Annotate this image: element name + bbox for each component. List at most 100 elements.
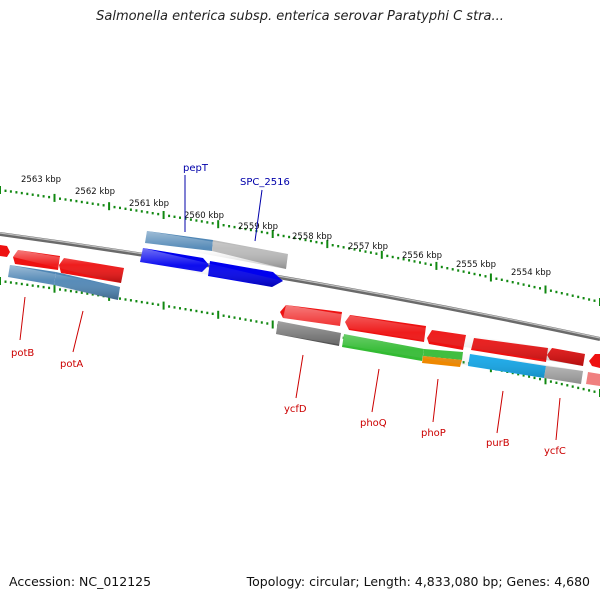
minor-tick — [189, 308, 192, 312]
gene-label-purB[interactable]: purB — [486, 438, 510, 449]
minor-tick — [255, 320, 258, 323]
minor-tick — [37, 285, 40, 288]
minor-tick — [244, 227, 247, 231]
minor-tick — [539, 377, 541, 381]
gene-arrow[interactable] — [0, 245, 10, 257]
minor-tick — [239, 226, 241, 230]
minor-tick — [320, 241, 323, 245]
minor-tick — [195, 309, 198, 313]
minor-tick — [484, 275, 487, 278]
minor-tick — [408, 259, 411, 262]
gene-label-pepT[interactable]: pepT — [183, 163, 209, 174]
minor-tick — [500, 278, 503, 281]
minor-tick — [173, 215, 176, 218]
minor-tick — [446, 267, 449, 270]
minor-tick — [26, 192, 29, 196]
minor-tick — [277, 233, 280, 237]
major-tick — [217, 220, 220, 229]
minor-tick — [522, 283, 525, 286]
minor-tick — [4, 280, 7, 283]
minor-tick — [506, 279, 509, 283]
minor-tick — [129, 208, 132, 211]
minor-tick — [260, 321, 263, 324]
minor-tick — [473, 272, 476, 276]
minor-tick — [26, 283, 29, 286]
minor-tick — [457, 269, 460, 272]
gene-label-phoP[interactable]: phoP — [421, 428, 446, 439]
minor-tick — [588, 298, 591, 301]
major-tick — [544, 285, 547, 294]
minor-tick — [222, 314, 225, 317]
minor-tick — [179, 216, 181, 219]
minor-tick — [309, 239, 312, 243]
minor-tick — [206, 311, 209, 315]
scale-label: 2554 kbp — [511, 268, 551, 278]
scale-label: 2561 kbp — [129, 199, 169, 209]
gene-label-potB[interactable]: potB — [11, 348, 34, 359]
minor-tick — [157, 212, 160, 216]
minor-tick — [80, 291, 83, 294]
minor-tick — [429, 263, 432, 266]
minor-tick — [462, 270, 465, 273]
major-tick — [544, 376, 547, 385]
minor-tick — [211, 312, 214, 315]
gene-label-potA[interactable]: potA — [60, 359, 83, 370]
minor-tick — [228, 315, 231, 318]
minor-tick — [260, 230, 263, 234]
minor-tick — [582, 297, 585, 300]
major-tick — [380, 250, 383, 259]
minor-tick — [266, 231, 269, 235]
minor-tick — [364, 250, 367, 253]
minor-tick — [9, 190, 12, 193]
minor-tick — [577, 386, 580, 390]
gene-label-ycfD[interactable]: ycfD — [284, 404, 307, 415]
gene-label-phoQ[interactable]: phoQ — [360, 418, 387, 429]
minor-tick — [140, 300, 143, 304]
scale-label: 2557 kbp — [348, 242, 388, 252]
major-tick — [108, 202, 111, 211]
minor-tick — [69, 289, 72, 293]
minor-tick — [135, 300, 138, 303]
minor-tick — [206, 221, 209, 224]
minor-tick — [4, 189, 7, 192]
minor-tick — [566, 293, 569, 296]
minor-tick — [397, 256, 400, 260]
minor-tick — [522, 374, 525, 377]
minor-tick — [419, 261, 421, 264]
minor-tick — [266, 322, 269, 325]
gene-label-SPC_2516[interactable]: SPC_2516 — [240, 177, 290, 188]
gene-arrow[interactable] — [586, 372, 600, 386]
minor-tick — [359, 249, 361, 252]
minor-tick — [173, 306, 176, 309]
minor-tick — [517, 282, 520, 285]
minor-tick — [146, 211, 149, 214]
minor-tick — [244, 318, 247, 321]
major-tick — [0, 277, 1, 285]
minor-tick — [91, 202, 94, 205]
minor-tick — [375, 252, 378, 255]
minor-tick — [413, 260, 416, 263]
minor-tick — [495, 277, 498, 280]
minor-tick — [549, 289, 552, 292]
major-tick — [326, 240, 329, 249]
minor-tick — [566, 384, 569, 387]
gene-label-ycfC[interactable]: ycfC — [544, 446, 566, 457]
minor-tick — [560, 292, 563, 295]
minor-tick — [59, 288, 61, 291]
minor-tick — [239, 317, 241, 320]
minor-tick — [517, 373, 520, 376]
minor-tick — [179, 307, 181, 310]
lower-second-lane — [276, 321, 600, 386]
minor-tick — [64, 289, 67, 292]
scale-label: 2555 kbp — [456, 260, 496, 270]
minor-tick — [369, 251, 372, 254]
minor-tick — [129, 299, 132, 302]
major-tick — [271, 320, 274, 329]
minor-tick — [451, 268, 454, 271]
gene-arrow[interactable] — [589, 354, 600, 368]
minor-tick — [593, 299, 596, 302]
minor-tick — [20, 282, 23, 286]
minor-tick — [102, 204, 105, 207]
minor-tick — [59, 197, 61, 200]
